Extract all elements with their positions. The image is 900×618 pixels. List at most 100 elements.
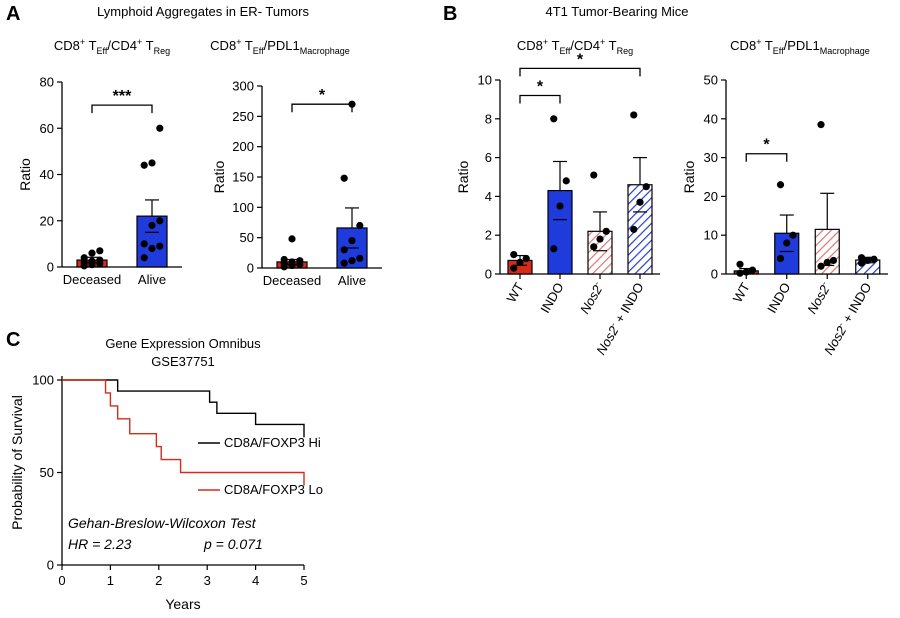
y-tick-label: 10 — [478, 73, 492, 88]
significance-bracket — [91, 104, 153, 114]
data-point — [736, 269, 744, 277]
data-point — [522, 254, 530, 263]
y-tick-label: 4 — [485, 189, 492, 204]
data-point — [148, 221, 156, 229]
y-tick-label: 50 — [240, 230, 254, 245]
data-point — [348, 237, 356, 245]
data-point — [356, 221, 364, 230]
x-tick-label: INDO — [764, 280, 793, 316]
data-point — [630, 111, 638, 119]
y-axis-label: Ratio — [17, 158, 33, 191]
y-tick-label: 150 — [232, 170, 254, 185]
data-point — [510, 264, 518, 272]
data-point — [280, 255, 288, 264]
data-point — [288, 258, 296, 266]
chart-c-survival: 0 50 100 0 1 2 3 4 5 Years Probability of Survival… — [9, 373, 323, 613]
data-point — [789, 231, 797, 239]
data-point — [562, 177, 570, 185]
significance-bracket — [291, 103, 353, 113]
significance-bracket — [745, 153, 788, 162]
panel-c-title-line1: Gene Expression Omnibus — [105, 336, 261, 351]
chart-b-cd8-pdl1: CD8+ TEff/PDL1Macrophage 0 10 20 30 40 50 Ratio… — [681, 37, 888, 357]
data-point — [340, 259, 348, 267]
chart-title: CD8+ TEff/CD4+ TReg — [517, 37, 633, 56]
y-axis-label: Ratio — [455, 160, 471, 193]
data-point — [776, 181, 785, 189]
x-tick-label: Nos2- — [803, 280, 834, 317]
panel-b-letter: B — [443, 3, 457, 25]
y-tick-label: 0 — [47, 260, 54, 275]
data-point — [590, 243, 598, 251]
panel-c-title-line2: GSE37751 — [151, 354, 215, 369]
legend-label: CD8A/FOXP3 Hi — [224, 435, 321, 450]
data-point — [156, 242, 164, 250]
x-tick-label: 4 — [252, 573, 259, 588]
y-tick-label: 40 — [704, 111, 718, 126]
data-point — [148, 244, 156, 253]
data-point — [340, 246, 348, 254]
y-axis-label: Ratio — [211, 160, 227, 193]
significance-label: * — [577, 51, 584, 68]
y-tick-label: 10 — [704, 228, 718, 243]
x-tick-label: 5 — [300, 573, 307, 588]
data-point — [776, 254, 785, 263]
hazard-ratio: HR = 2.23 — [68, 536, 132, 552]
x-tick-label: Deceased — [263, 273, 322, 288]
data-point — [556, 202, 564, 210]
y-tick-label: 20 — [40, 213, 54, 228]
chart-title: CD8+ TEff/PDL1Macrophage — [210, 37, 350, 56]
data-point — [88, 249, 96, 257]
data-point — [630, 225, 638, 233]
y-tick-label: 200 — [232, 139, 254, 154]
test-name: Gehan-Breslow-Wilcoxon Test — [68, 515, 257, 531]
significance-label: * — [537, 79, 544, 96]
y-tick-label: 50 — [40, 465, 54, 480]
significance-label: * — [319, 87, 326, 104]
y-tick-label: 60 — [40, 121, 54, 136]
data-point — [829, 256, 838, 265]
survival-curve-hi — [62, 379, 305, 438]
legend-label: CD8A/FOXP3 Lo — [224, 482, 323, 497]
data-point — [823, 258, 831, 266]
data-point — [510, 251, 518, 259]
data-point — [864, 256, 872, 265]
data-point — [783, 239, 791, 247]
data-point — [156, 124, 164, 132]
x-tick-label: Deceased — [63, 272, 122, 287]
panel-a-title: Lymphoid Aggregates in ER- Tumors — [97, 4, 309, 19]
y-tick-label: 20 — [704, 189, 718, 204]
x-tick-label: Alive — [338, 273, 366, 288]
x-tick-label: 0 — [58, 573, 65, 588]
panel-c-letter: C — [6, 329, 20, 351]
chart-title: CD8+ TEff/CD4+ TReg — [54, 37, 170, 56]
x-tick-label: 2 — [155, 573, 162, 588]
data-point — [870, 255, 878, 263]
data-point — [140, 161, 148, 169]
data-point — [550, 115, 558, 123]
data-point — [288, 235, 296, 243]
data-point — [736, 260, 744, 268]
y-tick-label: 8 — [485, 111, 492, 126]
data-point — [340, 174, 348, 182]
data-point — [356, 254, 364, 262]
data-point — [642, 183, 650, 191]
data-point — [857, 259, 866, 267]
data-point — [516, 258, 524, 266]
x-axis-label: Years — [165, 596, 200, 612]
y-tick-label: 0 — [485, 267, 492, 282]
data-point — [602, 227, 610, 235]
data-point — [296, 257, 304, 265]
panel-b-title: 4T1 Tumor-Bearing Mice — [545, 4, 688, 19]
y-axis-label: Probability of Survival — [9, 395, 25, 530]
data-point — [636, 198, 644, 206]
data-point — [817, 121, 825, 129]
x-tick-label: WT — [730, 280, 753, 305]
x-tick-label: 1 — [107, 573, 114, 588]
panel-a-letter: A — [6, 3, 20, 25]
significance-bracket — [519, 67, 641, 77]
data-point — [596, 235, 604, 243]
data-point — [550, 245, 558, 253]
y-tick-label: 0 — [711, 267, 718, 282]
y-tick-label: 100 — [232, 200, 254, 215]
